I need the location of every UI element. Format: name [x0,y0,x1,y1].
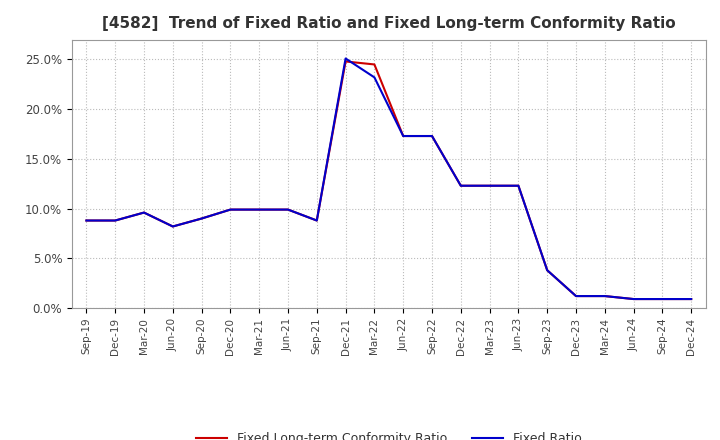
Fixed Long-term Conformity Ratio [82,218,91,223]
Fixed Ratio [600,293,609,299]
Fixed Long-term Conformity Ratio [456,183,465,188]
Fixed Ratio [572,293,580,299]
Fixed Ratio [428,133,436,139]
Fixed Ratio [370,75,379,80]
Fixed Ratio [82,218,91,223]
Fixed Ratio [312,218,321,223]
Fixed Ratio [687,297,696,302]
Fixed Ratio [658,297,667,302]
Fixed Long-term Conformity Ratio [341,59,350,64]
Fixed Long-term Conformity Ratio [140,210,148,215]
Fixed Long-term Conformity Ratio [111,218,120,223]
Fixed Long-term Conformity Ratio [168,224,177,229]
Fixed Ratio [456,183,465,188]
Fixed Long-term Conformity Ratio [399,133,408,139]
Fixed Long-term Conformity Ratio [255,207,264,212]
Fixed Long-term Conformity Ratio [485,183,494,188]
Fixed Long-term Conformity Ratio [687,297,696,302]
Fixed Long-term Conformity Ratio [197,216,206,221]
Line: Fixed Ratio: Fixed Ratio [86,59,691,299]
Fixed Ratio [140,210,148,215]
Fixed Ratio [399,133,408,139]
Fixed Long-term Conformity Ratio [370,62,379,67]
Fixed Ratio [168,224,177,229]
Legend: Fixed Long-term Conformity Ratio, Fixed Ratio: Fixed Long-term Conformity Ratio, Fixed … [191,427,587,440]
Fixed Ratio [543,268,552,273]
Fixed Ratio [284,207,292,212]
Fixed Long-term Conformity Ratio [658,297,667,302]
Fixed Ratio [341,56,350,61]
Fixed Ratio [255,207,264,212]
Fixed Ratio [629,297,638,302]
Fixed Long-term Conformity Ratio [428,133,436,139]
Line: Fixed Long-term Conformity Ratio: Fixed Long-term Conformity Ratio [86,62,691,299]
Fixed Ratio [514,183,523,188]
Fixed Long-term Conformity Ratio [312,218,321,223]
Title: [4582]  Trend of Fixed Ratio and Fixed Long-term Conformity Ratio: [4582] Trend of Fixed Ratio and Fixed Lo… [102,16,675,32]
Fixed Ratio [111,218,120,223]
Fixed Long-term Conformity Ratio [600,293,609,299]
Fixed Ratio [197,216,206,221]
Fixed Long-term Conformity Ratio [572,293,580,299]
Fixed Long-term Conformity Ratio [629,297,638,302]
Fixed Long-term Conformity Ratio [543,268,552,273]
Fixed Ratio [485,183,494,188]
Fixed Long-term Conformity Ratio [284,207,292,212]
Fixed Long-term Conformity Ratio [226,207,235,212]
Fixed Ratio [226,207,235,212]
Fixed Long-term Conformity Ratio [514,183,523,188]
